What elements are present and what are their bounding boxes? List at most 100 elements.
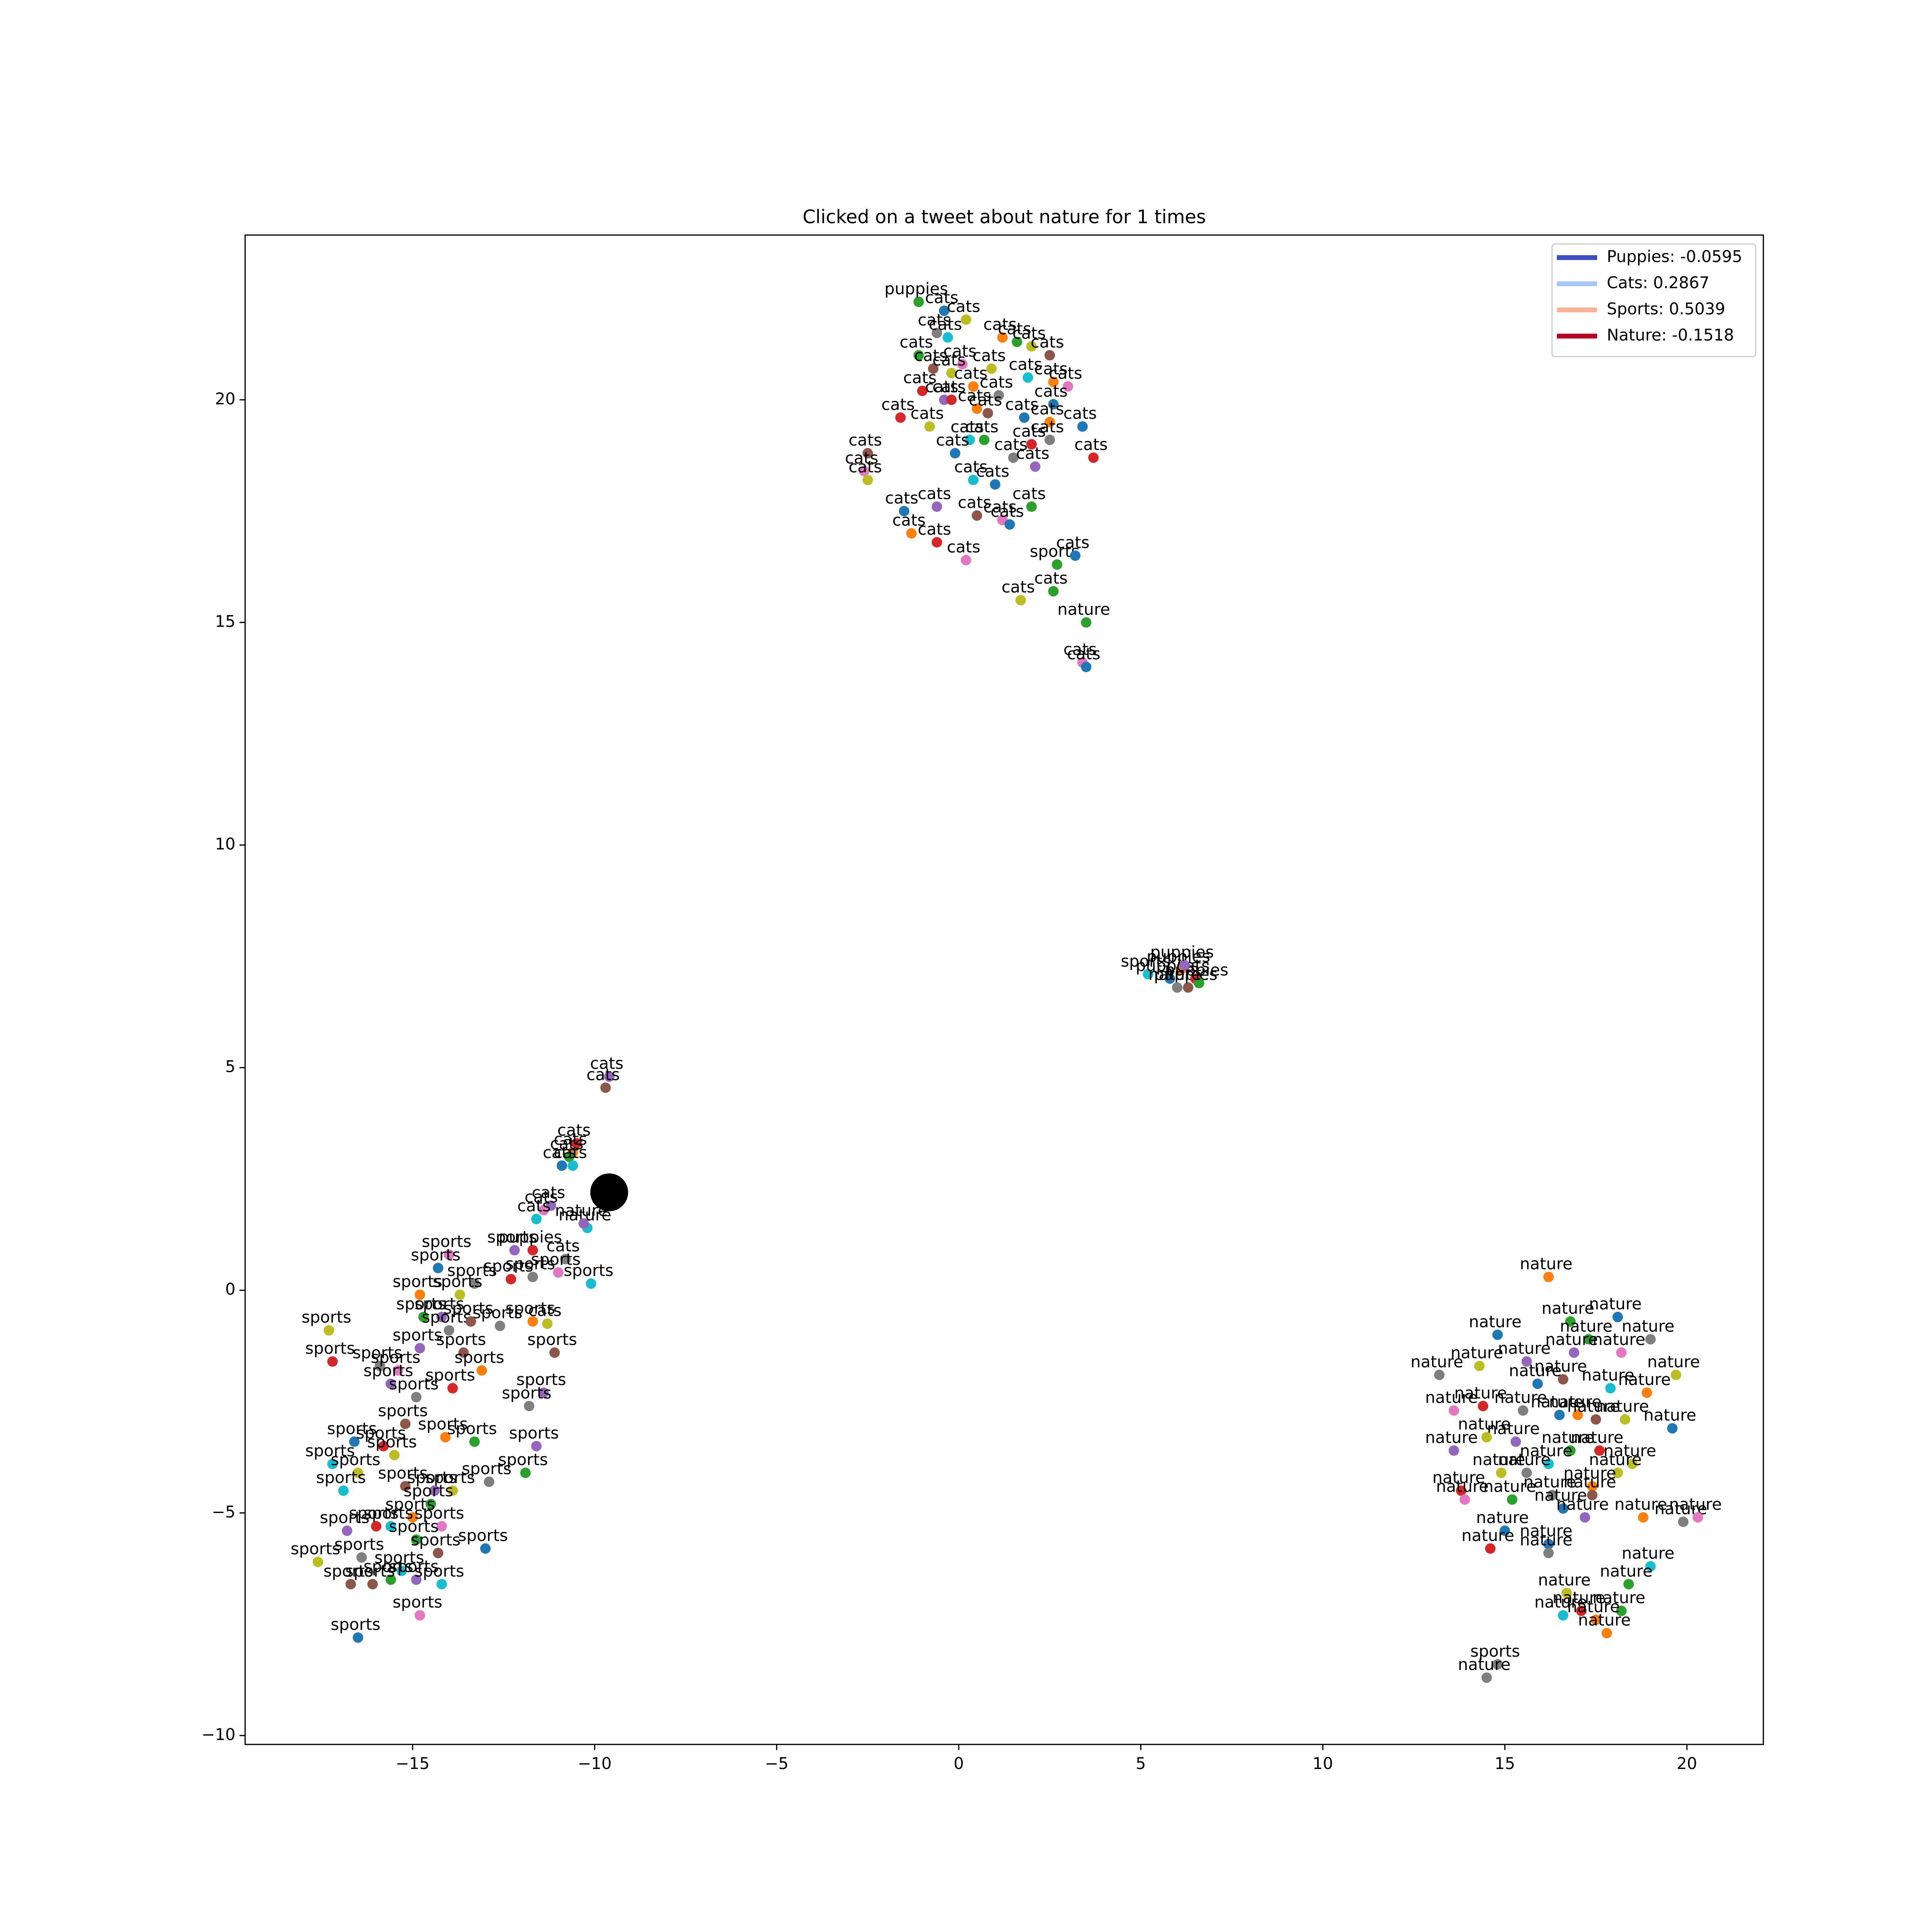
x-tick-label: 0 (954, 1754, 964, 1773)
point (411, 1574, 422, 1585)
point (931, 537, 942, 548)
point-label: cats (932, 351, 966, 369)
point-label: cats (972, 347, 1006, 365)
y-tick-label: 0 (225, 1280, 235, 1299)
point-label: nature (1451, 1344, 1503, 1362)
point-label: cats (925, 378, 958, 396)
point (425, 1499, 436, 1509)
point (1459, 1494, 1470, 1505)
point-label: nature (1454, 1384, 1507, 1402)
point (520, 1468, 531, 1478)
point (949, 448, 960, 459)
point-label: nature (1483, 1478, 1536, 1496)
point (407, 1512, 418, 1523)
point (527, 1271, 538, 1282)
point-label: sports (378, 1402, 428, 1420)
point (469, 1278, 480, 1289)
point (990, 479, 1001, 490)
point-label: cats (1067, 645, 1100, 663)
point (444, 1325, 454, 1336)
x-tick-label: −5 (765, 1754, 788, 1773)
point-label: sports (454, 1348, 504, 1367)
point-label: sports (502, 1384, 552, 1402)
point (433, 1263, 444, 1274)
y-tick-label: 15 (215, 612, 235, 631)
point-label: sports (331, 1616, 381, 1634)
point (931, 501, 942, 512)
point (1579, 1512, 1590, 1523)
point (1492, 1659, 1503, 1670)
point-label: puppies (499, 1228, 562, 1247)
point-label: sports (367, 1433, 417, 1451)
point (564, 1151, 575, 1162)
point (444, 1249, 454, 1260)
y-tick-label: −5 (212, 1503, 235, 1521)
point (458, 1347, 469, 1358)
point (538, 1387, 549, 1398)
point-label: nature (1461, 1526, 1514, 1545)
point (1627, 1459, 1638, 1470)
point-label: cats (925, 289, 958, 307)
point (418, 1312, 429, 1323)
point-label: nature (1622, 1317, 1674, 1335)
point-label: nature (1647, 1353, 1700, 1371)
point (1623, 1579, 1634, 1589)
point-label: cats (954, 458, 988, 476)
point (415, 1343, 425, 1354)
point-label: nature (1458, 1655, 1511, 1674)
x-tick-label: 10 (1313, 1754, 1333, 1773)
point-label: cats (983, 315, 1017, 334)
y-tick-label: 5 (225, 1058, 235, 1076)
point (324, 1325, 334, 1336)
point (924, 421, 935, 432)
point-label: cats (918, 485, 951, 503)
point-label: nature (1542, 1299, 1594, 1318)
point-label: cats (936, 431, 969, 450)
point-label: cats (994, 436, 1028, 454)
y-tick-label: 10 (215, 835, 235, 853)
point-label: sports (422, 1308, 472, 1327)
point-label: cats (524, 1188, 558, 1207)
point-label: sports (392, 1273, 442, 1291)
point-label: cats (918, 311, 951, 329)
point-label: sports (506, 1299, 555, 1318)
point-label: cats (1012, 422, 1046, 441)
point (436, 1312, 447, 1323)
point (429, 1485, 440, 1496)
point-label: sports (425, 1366, 475, 1385)
point-label: cats (557, 1121, 591, 1140)
point-label: cats (1034, 382, 1068, 400)
point-label: nature (1556, 1495, 1609, 1514)
point-label: nature (1498, 1340, 1550, 1358)
point (1590, 1614, 1601, 1625)
point (549, 1347, 560, 1358)
point-label: sports (301, 1308, 351, 1327)
point-label: cats (1012, 485, 1046, 503)
point-label: sports (353, 1344, 402, 1362)
point-label: cats (1063, 640, 1097, 659)
point (527, 1245, 538, 1256)
point (312, 1556, 323, 1567)
point (1063, 381, 1073, 392)
point (1044, 417, 1055, 427)
point-label: cats (1034, 569, 1068, 588)
point (385, 1521, 396, 1532)
point (1449, 1405, 1459, 1416)
point (1481, 1432, 1492, 1443)
point (385, 1574, 396, 1585)
x-tick-label: 15 (1494, 1754, 1515, 1773)
point-label: nature (1596, 1397, 1649, 1416)
point-label: sports (483, 1257, 533, 1276)
point (356, 1552, 367, 1563)
point-label: sports (374, 1549, 424, 1567)
point (1507, 1494, 1517, 1505)
point (961, 555, 972, 566)
point (895, 412, 906, 423)
point (1019, 412, 1030, 423)
point (524, 1401, 535, 1412)
point (1030, 461, 1040, 472)
point-label: nature (1520, 1522, 1573, 1540)
point (1569, 1347, 1579, 1358)
point-label: nature (1622, 1544, 1674, 1563)
point (1481, 1672, 1492, 1683)
